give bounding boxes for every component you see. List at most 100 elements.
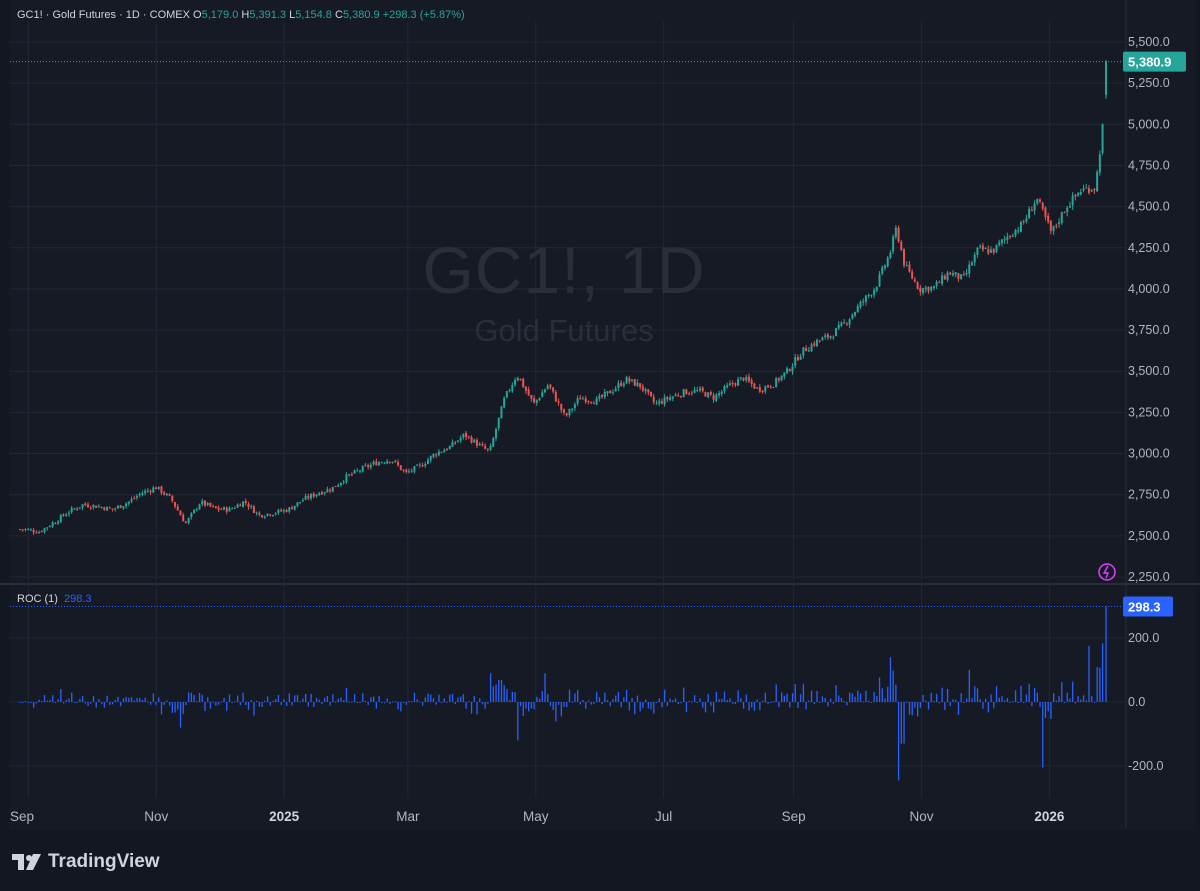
roc-bar <box>111 702 114 705</box>
candle-body <box>261 515 264 518</box>
roc-bar <box>729 698 731 702</box>
candle-body <box>176 506 179 511</box>
candle-body <box>266 513 269 516</box>
candle-body <box>739 377 742 379</box>
alert-icon[interactable] <box>1098 563 1116 581</box>
roc-bar <box>1063 702 1066 703</box>
roc-tick-label: -200.0 <box>1128 759 1163 773</box>
roc-bar <box>1069 698 1071 702</box>
candle-body <box>916 282 919 289</box>
roc-bar <box>394 701 397 703</box>
roc-bar <box>1014 690 1017 702</box>
candle-body <box>742 377 745 381</box>
roc-bar <box>1020 685 1022 702</box>
candle-body <box>840 322 843 327</box>
candle-body <box>171 496 174 502</box>
roc-bar <box>577 690 579 702</box>
candle-body <box>571 408 574 411</box>
roc-bar <box>615 695 617 702</box>
roc-bar <box>658 698 660 702</box>
candle-body <box>323 492 326 494</box>
candle-body <box>829 335 832 338</box>
roc-bar <box>840 697 843 702</box>
roc-bar <box>43 695 46 702</box>
symbol-title[interactable]: GC1! · Gold Futures · 1D · COMEX <box>17 9 190 21</box>
candle-body <box>527 389 530 396</box>
candle-body <box>881 267 884 274</box>
roc-bar <box>737 690 739 702</box>
candle-body <box>378 462 381 466</box>
candle-body <box>57 521 60 524</box>
roc-bar <box>873 691 875 702</box>
roc-bar <box>628 702 630 711</box>
candle-body <box>897 227 900 242</box>
candle-body <box>252 506 255 513</box>
roc-bar <box>139 697 141 702</box>
last-price-box <box>1123 51 1186 72</box>
roc-bar <box>585 702 587 709</box>
candle-body <box>669 397 672 401</box>
roc-bar <box>756 699 758 702</box>
candle-body <box>138 494 141 496</box>
roc-bar <box>465 702 467 709</box>
roc-bar <box>650 702 652 710</box>
roc-bar <box>171 702 174 713</box>
candle-body <box>236 504 239 508</box>
chart-canvas[interactable]: 2,250.0 2,500.0 2,750.0 3,000.0 3,250.0 3,500… <box>0 0 1200 830</box>
candle-body <box>296 502 299 507</box>
candle-body <box>448 446 451 450</box>
roc-bar <box>892 670 894 702</box>
candle-body <box>1044 207 1047 218</box>
roc-bar <box>838 695 840 702</box>
candle-body <box>486 448 489 450</box>
roc-bar <box>386 698 388 702</box>
roc-bar <box>421 702 424 706</box>
roc-bar <box>432 698 435 702</box>
candle-body <box>960 274 963 280</box>
roc-bar <box>383 702 386 704</box>
candle-body <box>699 388 701 391</box>
candle-body <box>761 390 764 392</box>
candle-body <box>307 496 310 499</box>
roc-bar <box>1023 702 1025 703</box>
roc-bar <box>753 702 756 711</box>
candle-body <box>611 391 614 393</box>
candle-body <box>609 390 612 394</box>
candle-body <box>282 509 285 512</box>
candle-body <box>339 482 342 486</box>
indicator-value: 298.3 <box>63 593 92 605</box>
roc-bar <box>291 702 293 706</box>
roc-bar <box>636 695 639 702</box>
candle-body <box>157 486 160 490</box>
roc-bar <box>408 700 410 702</box>
candle-body <box>508 390 511 392</box>
roc-bar <box>169 702 171 706</box>
candle-body <box>930 286 933 291</box>
roc-bar <box>715 691 718 702</box>
roc-bar <box>484 702 486 709</box>
roc-bar <box>800 694 802 702</box>
candle-body <box>856 306 859 313</box>
price-tick-label: 5,000.0 <box>1128 117 1170 131</box>
brand-logo[interactable]: TradingView <box>12 851 160 873</box>
candle-body <box>127 501 130 504</box>
candle-body <box>826 334 829 338</box>
roc-bar <box>283 699 285 702</box>
roc-bar <box>1053 693 1055 702</box>
roc-bar <box>27 702 29 703</box>
symbol-legend: GC1! · Gold Futures · 1D · COMEX O5,179.… <box>17 9 465 21</box>
candle-body <box>565 413 568 416</box>
candle-body <box>946 272 949 280</box>
roc-bar <box>549 702 552 707</box>
roc-bar <box>52 695 54 702</box>
roc-bar <box>968 670 970 702</box>
candle-body <box>160 486 163 494</box>
roc-bar <box>699 698 701 702</box>
candle-body <box>560 403 563 411</box>
price-tick-label: 5,250.0 <box>1128 76 1170 90</box>
candle-body <box>889 252 892 258</box>
candle-body <box>807 350 810 352</box>
indicator-legend[interactable]: ROC (1) 298.3 <box>17 593 91 605</box>
candle-body <box>584 398 587 403</box>
price-tick-label: 3,000.0 <box>1128 447 1170 461</box>
